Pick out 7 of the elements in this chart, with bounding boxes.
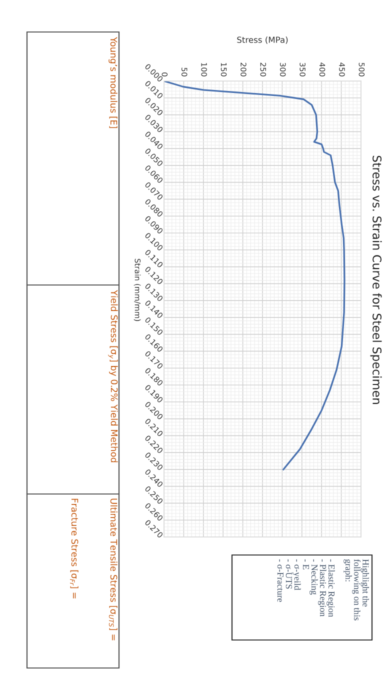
text: Young’s modulus [E] — [108, 36, 118, 128]
text: Highlight the following on this graph: - Elastic Region - Plastic Region - Necking - E - σ-yeild - σ-UTS - σ-Fracture — [277, 559, 369, 620]
x-axis-title: Stress (MPa) — [237, 36, 288, 44]
text: Fracture Stress [σ$_{Fr}$] = — [70, 498, 78, 598]
text: Stress vs. Strain Curve for Steel Specimen — [370, 156, 382, 404]
text: Ultimate Tensile Stress [σ$_{UTS}$] = — [108, 498, 118, 640]
text: Yield Stress [σ$_{y}$] by 0.2% Yield Method — [108, 290, 118, 462]
